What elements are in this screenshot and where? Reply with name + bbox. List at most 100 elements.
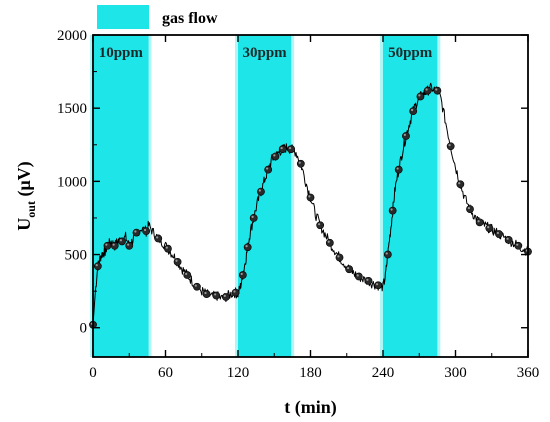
data-point-highlight <box>223 294 226 297</box>
data-point-highlight <box>112 243 115 246</box>
data-point <box>132 228 141 237</box>
data-point <box>264 165 273 174</box>
data-point <box>514 241 523 250</box>
region-labels: 10ppm 30ppm 50ppm <box>99 45 433 61</box>
data-point-highlight <box>127 243 130 246</box>
data-point <box>475 218 484 227</box>
data-point <box>231 288 240 297</box>
data-point-highlight <box>425 88 428 91</box>
series-markers <box>89 86 532 329</box>
x-tick-label: 300 <box>444 365 467 381</box>
data-point-highlight <box>288 146 292 150</box>
gas-flow-region-0 <box>93 35 149 357</box>
y-tick-label: 2000 <box>57 28 87 44</box>
legend-swatch <box>97 5 149 29</box>
data-point-highlight <box>134 230 137 233</box>
region-label-0: 10ppm <box>99 45 144 61</box>
data-point <box>202 290 211 298</box>
data-point-highlight <box>458 182 461 185</box>
data-point-highlight <box>346 266 350 270</box>
data-point <box>103 241 112 250</box>
data-point-highlight <box>375 283 379 286</box>
data-point <box>495 230 503 238</box>
data-point-highlight <box>496 231 499 235</box>
data-point <box>164 244 172 253</box>
data-point <box>409 107 418 116</box>
data-point <box>271 152 280 161</box>
x-axis-ticks: 0 60 120 180 240 300 360 <box>89 35 539 381</box>
data-point-highlight <box>233 290 236 293</box>
data-point <box>325 238 334 247</box>
data-point-highlight <box>143 228 147 232</box>
data-point <box>433 86 442 95</box>
data-point <box>354 272 363 281</box>
data-point <box>154 234 163 243</box>
region-label-1: 30ppm <box>242 45 287 61</box>
data-point-highlight <box>390 208 393 211</box>
data-point-highlight <box>245 245 248 248</box>
data-point-highlight <box>214 293 217 296</box>
data-point <box>212 291 221 300</box>
data-point <box>402 132 410 140</box>
y-axis-label: Uout (μV) <box>14 161 38 230</box>
x-tick-label: 180 <box>299 365 322 381</box>
data-point <box>193 282 201 291</box>
data-point <box>278 145 287 154</box>
data-point-highlight <box>175 259 178 262</box>
data-point <box>238 271 247 279</box>
data-point <box>446 142 455 151</box>
legend: gas flow <box>97 5 218 29</box>
data-point <box>485 224 494 233</box>
data-point-highlight <box>273 154 276 157</box>
data-point-highlight <box>240 272 243 276</box>
data-point-highlight <box>411 108 414 112</box>
data-point <box>287 145 296 154</box>
data-point <box>257 187 265 196</box>
series-line-group <box>92 82 529 325</box>
data-point-highlight <box>396 167 399 170</box>
data-point-highlight <box>185 272 188 276</box>
data-point <box>142 227 151 236</box>
data-point-highlight <box>385 252 388 255</box>
gas-flow-region-1 <box>238 35 292 357</box>
data-point <box>125 241 134 250</box>
data-point <box>222 293 230 301</box>
data-point-highlight <box>366 278 369 281</box>
y-tick-label: 500 <box>65 248 88 264</box>
data-point-highlight <box>308 195 311 198</box>
data-point-highlight <box>506 237 509 240</box>
data-point-highlight <box>204 291 207 295</box>
data-point-highlight <box>435 88 438 91</box>
data-point-highlight <box>95 264 98 267</box>
y-axis-ticks: 0 500 1000 1500 2000 <box>57 28 528 337</box>
data-point-highlight <box>194 284 197 287</box>
x-tick-label: 60 <box>158 365 173 381</box>
data-point-highlight <box>327 240 330 243</box>
data-point-highlight <box>516 243 519 246</box>
data-point <box>243 243 252 252</box>
data-point-highlight <box>258 189 261 192</box>
data-point-highlight <box>105 243 108 246</box>
data-point <box>388 206 397 215</box>
data-point <box>306 193 315 202</box>
data-point <box>118 237 126 246</box>
x-tick-label: 0 <box>89 365 97 381</box>
data-point-highlight <box>467 206 470 210</box>
y-tick-label: 1500 <box>57 101 87 117</box>
x-tick-label: 120 <box>227 365 250 381</box>
series-line <box>92 82 529 325</box>
data-point <box>504 236 513 244</box>
data-point <box>456 180 465 189</box>
data-point <box>249 214 258 222</box>
x-tick-label: 240 <box>372 365 395 381</box>
data-point <box>110 241 119 250</box>
y-tick-label: 0 <box>80 321 88 337</box>
data-point-highlight <box>418 94 421 97</box>
data-point-highlight <box>317 223 321 226</box>
data-point-highlight <box>165 246 168 249</box>
data-point <box>335 253 344 262</box>
data-point-highlight <box>477 220 480 223</box>
data-point-highlight <box>251 215 254 218</box>
data-point <box>394 165 403 174</box>
